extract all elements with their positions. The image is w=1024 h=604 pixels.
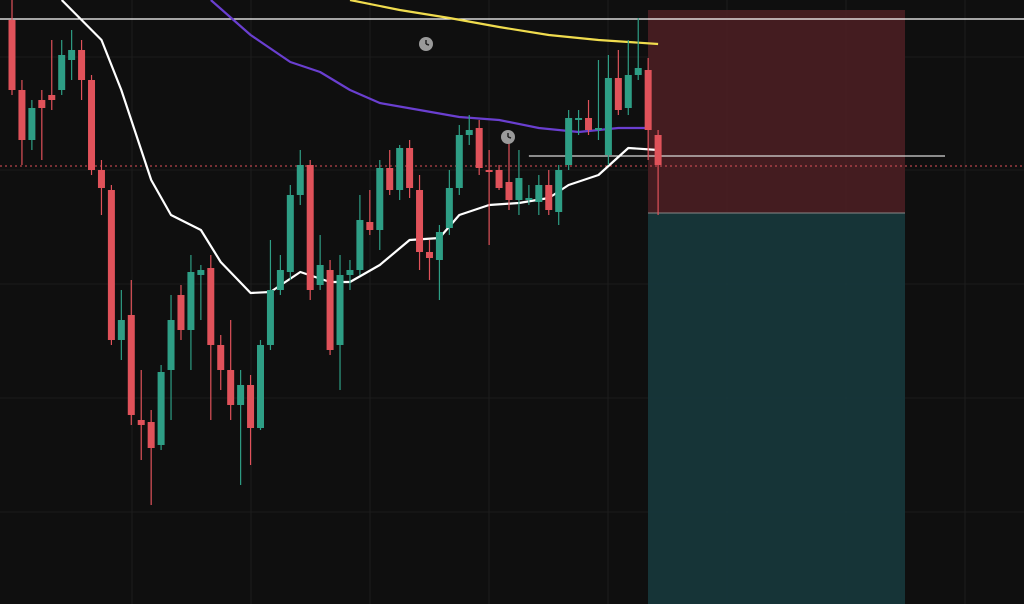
candle-body [117,320,125,340]
candle-body [88,80,96,170]
candle-body [237,385,245,405]
candle-body [585,118,593,130]
candle-body [137,420,145,425]
alarm-icon [501,130,515,144]
candle-body [78,50,86,80]
candle-body [38,100,46,108]
candle-body [147,422,155,448]
candle-body [18,90,26,140]
moving-average [349,0,659,46]
candle-body [326,270,334,350]
candle-body [555,170,563,212]
target-zone [648,213,905,604]
candle-body [416,190,424,252]
candle-body [187,272,195,330]
candle-body [28,108,36,140]
candle-body [515,178,523,200]
candle-body [455,135,463,188]
candle-body [495,170,503,188]
candle-body [356,220,364,270]
candle-body [167,320,175,370]
candle-body [594,128,602,130]
candle-body [266,290,274,345]
candle-body [68,50,76,60]
candle-body [445,188,453,228]
candle-body [316,265,324,285]
candle-body [217,345,225,370]
candle-body [604,78,612,155]
candle-body [58,55,66,90]
candle-body [157,372,165,445]
candle-body [575,118,583,120]
candle-body [227,370,235,405]
candle-body [535,185,543,202]
candle-body [425,252,433,258]
candle-body [48,95,56,100]
candle-body [396,148,404,190]
candle-body [545,185,553,210]
candle-body [127,315,135,415]
candle-body [107,190,115,340]
alarm-icon [419,37,433,51]
candle-body [654,135,662,165]
candle-body [644,70,652,130]
candle-body [247,385,255,428]
candle-body [485,170,493,172]
candle-body [257,345,264,428]
candle-body [346,270,354,275]
candle-body [8,20,16,90]
candle-body [207,268,215,345]
candle-body [565,118,573,165]
candle-body [336,275,344,345]
candle-body [276,270,284,290]
candle-body [177,295,185,330]
candle-body [624,75,632,108]
plot [0,0,1024,505]
moving-average [210,0,649,134]
candle-body [634,68,642,75]
candle-body [386,168,394,190]
candle-body [296,165,304,195]
candle-body [505,182,513,200]
candle-body [435,232,443,260]
candle-body [306,165,314,290]
candle-body [406,148,414,188]
candle-body [525,198,533,200]
candle-body [286,195,294,272]
candle-body [465,130,473,135]
candle-body [376,168,384,230]
candle-body [97,170,105,188]
stop-zone [648,10,905,213]
candle-body [366,222,374,230]
candle-body [614,78,622,110]
candle-body [475,128,483,168]
candle-body [197,270,205,275]
